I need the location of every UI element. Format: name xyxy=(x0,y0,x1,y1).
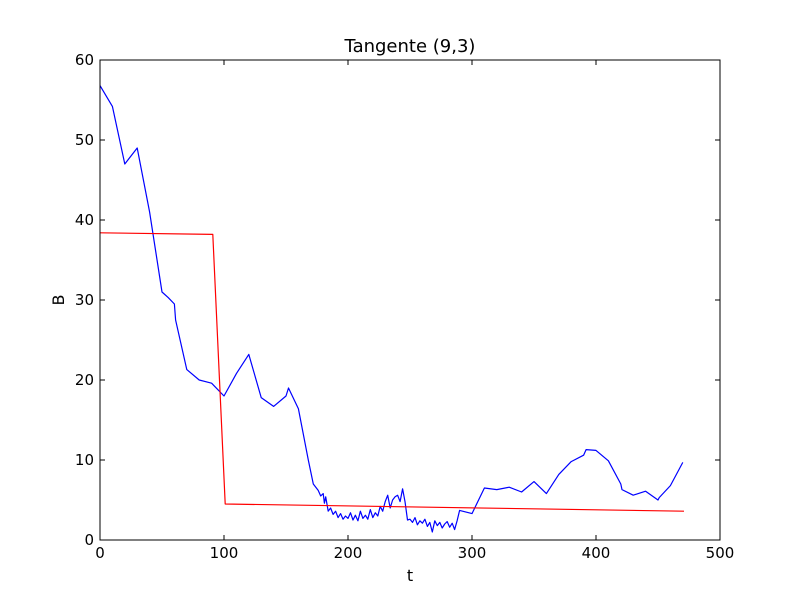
y-axis-label: B xyxy=(49,295,68,306)
x-tick-label: 300 xyxy=(458,544,487,562)
x-tick-label: 0 xyxy=(95,544,105,562)
x-tick-label: 100 xyxy=(210,544,239,562)
y-tick-label: 0 xyxy=(84,531,94,549)
chart-title: Tangente (9,3) xyxy=(344,36,476,57)
series-line-2 xyxy=(99,232,685,512)
y-tick-label: 40 xyxy=(75,211,94,229)
y-tick-label: 60 xyxy=(75,51,94,69)
y-tick-label: 30 xyxy=(75,291,94,309)
ticks-layer: 0 100 200 300 400 500 0 10 20 30 40 50 60 xyxy=(75,51,734,562)
x-axis-label: t xyxy=(407,566,413,585)
x-tick-label: 200 xyxy=(334,544,363,562)
y-tick-label: 10 xyxy=(75,451,94,469)
series-layer xyxy=(99,85,685,533)
x-tick-label: 400 xyxy=(582,544,611,562)
y-tick-label: 50 xyxy=(75,131,94,149)
x-tick-label: 500 xyxy=(706,544,735,562)
y-tick-label: 20 xyxy=(75,371,94,389)
